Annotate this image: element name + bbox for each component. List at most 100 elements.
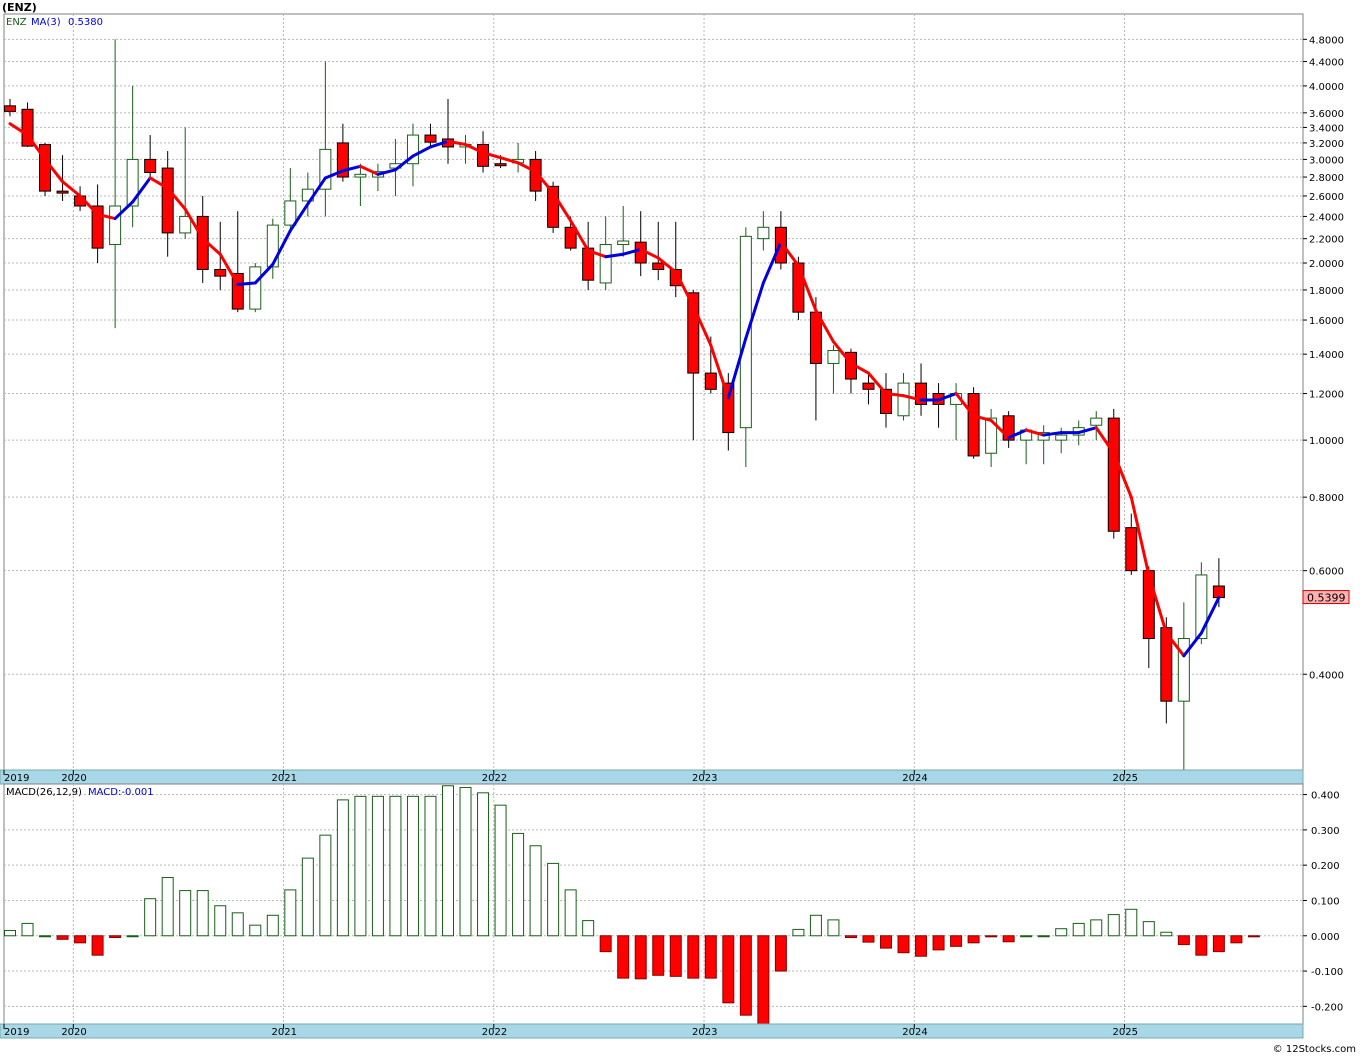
price-tick-label: 4.0000 xyxy=(1309,82,1344,93)
candle-body xyxy=(1055,434,1068,441)
candle xyxy=(39,142,52,196)
candle xyxy=(266,218,279,279)
ma3-segment xyxy=(183,207,205,241)
candle-body xyxy=(652,262,665,270)
date-axis-labels-bottom: 2019 2020 2021 2022 2023 2024 2025 xyxy=(3,1024,1138,1038)
candle-body xyxy=(4,105,16,112)
year-label: 2025 xyxy=(1113,773,1138,784)
macd-tick-label: 0.100 xyxy=(1311,896,1340,907)
macd-bar xyxy=(1160,931,1173,937)
candle-body xyxy=(319,148,332,190)
candle-body xyxy=(529,158,542,192)
candle-body xyxy=(406,134,419,165)
ma3-segment xyxy=(656,256,678,274)
macd-bar xyxy=(915,935,928,957)
ma3-segment xyxy=(674,270,695,308)
macd-bar xyxy=(599,935,612,953)
price-tick-label: 1.2000 xyxy=(1309,390,1344,401)
macd-bar xyxy=(459,787,472,937)
candle-body xyxy=(1212,585,1225,599)
candle xyxy=(617,206,630,257)
macd-legend-label: MACD(26,12,9) xyxy=(6,787,82,798)
candlesticks xyxy=(4,39,1225,775)
macd-bar xyxy=(389,795,402,937)
macd-bar xyxy=(1107,914,1120,937)
macd-bar xyxy=(179,890,192,937)
candle-body xyxy=(1125,527,1138,572)
macd-legend-value: MACD:-0.001 xyxy=(88,787,154,798)
macd-bar xyxy=(1072,922,1085,937)
last-price-badge xyxy=(1302,590,1350,605)
year-label: 2019 xyxy=(4,1027,29,1038)
ma3-segment xyxy=(499,156,520,165)
candle xyxy=(529,151,542,201)
ma3-segment xyxy=(534,170,555,195)
ma3-segment xyxy=(43,157,65,184)
candle xyxy=(669,221,682,298)
ma3-segment xyxy=(236,281,257,286)
macd-bar xyxy=(1002,935,1015,943)
macd-bar xyxy=(196,890,209,937)
macd-bar xyxy=(319,834,332,937)
candle-body xyxy=(564,226,577,249)
candle-body xyxy=(91,205,104,249)
price-tick-label: 3.2000 xyxy=(1309,139,1344,150)
macd-bar xyxy=(477,792,490,937)
macd-tick-label: 0.300 xyxy=(1311,826,1340,837)
candle-body xyxy=(757,226,770,240)
macd-bar xyxy=(932,935,945,951)
macd-bar xyxy=(126,935,139,938)
macd-tick-label: -0.100 xyxy=(1311,967,1343,978)
price-y-axis: 4.8000 4.4000 4.0000 3.6000 3.4000 3.2000 3.00… xyxy=(1303,35,1344,681)
macd-bar xyxy=(1020,935,1033,938)
candle-body xyxy=(862,382,875,390)
macd-bar xyxy=(1055,928,1068,937)
ma3-segment xyxy=(814,309,835,344)
candle xyxy=(547,181,560,233)
macd-tick-label: 0.000 xyxy=(1311,932,1340,943)
candle-body xyxy=(1195,574,1208,640)
ma3-segment xyxy=(639,247,660,260)
macd-bar xyxy=(336,799,349,937)
candle xyxy=(1107,408,1120,539)
last-price-label: 0.5399 xyxy=(1307,592,1346,605)
macd-bar xyxy=(862,935,875,943)
candle xyxy=(319,61,332,217)
price-tick-label: 4.4000 xyxy=(1309,58,1344,69)
ma3-segment xyxy=(148,176,170,190)
price-tick-label: 0.4000 xyxy=(1309,670,1344,681)
macd-bar xyxy=(792,928,805,937)
candle xyxy=(179,127,192,239)
candle xyxy=(4,99,16,117)
candle-body xyxy=(266,224,279,268)
ma3-segment xyxy=(1182,631,1203,658)
ma3-segment xyxy=(323,169,345,180)
macd-bar xyxy=(442,785,454,937)
candle-body xyxy=(704,372,717,390)
candle-body xyxy=(477,144,490,167)
candle xyxy=(1002,411,1015,448)
candle-body xyxy=(1107,417,1120,532)
macd-tick-label: 0.200 xyxy=(1311,861,1340,872)
macd-bar xyxy=(1037,935,1050,938)
macd-bar xyxy=(1125,908,1138,937)
candle-body xyxy=(792,262,805,313)
macd-bar xyxy=(652,935,665,976)
macd-y-axis: 0.400 0.300 0.200 0.100 0.000 -0.100 -0.200 xyxy=(1303,791,1343,1013)
candle-body xyxy=(126,158,139,207)
candle xyxy=(354,163,367,207)
macd-bar xyxy=(512,832,525,937)
ma3-segment xyxy=(253,262,275,285)
candle-body xyxy=(179,215,192,234)
macd-bar xyxy=(1247,935,1260,938)
candle xyxy=(1090,411,1103,441)
macd-bar xyxy=(1090,919,1103,937)
macd-bar xyxy=(634,935,647,980)
macd-bar xyxy=(4,929,16,937)
year-label: 2022 xyxy=(482,1027,507,1038)
price-tick-label: 0.8000 xyxy=(1309,493,1344,504)
ma3-segment xyxy=(1077,426,1098,435)
candle-body xyxy=(915,382,928,405)
macd-bar xyxy=(967,935,980,944)
ma3-segment xyxy=(113,200,135,221)
